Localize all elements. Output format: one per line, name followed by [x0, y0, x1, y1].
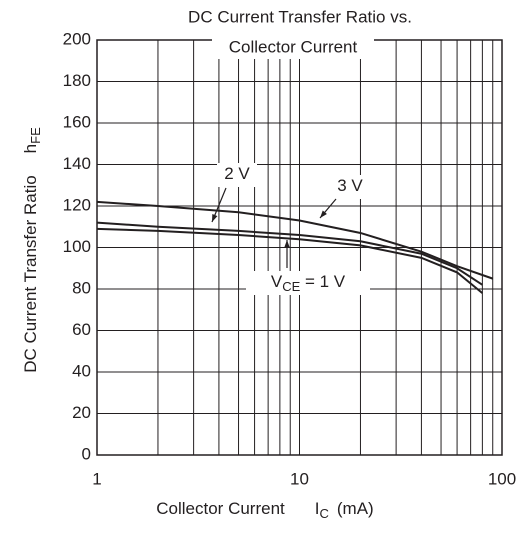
series-name: 3 V — [337, 176, 363, 195]
y-tick-label: 120 — [63, 195, 91, 214]
x-tick-label: 100 — [488, 469, 516, 488]
x-tick-label: 1 — [92, 469, 101, 488]
y-tick-label: 100 — [63, 237, 91, 256]
label-bg — [217, 163, 257, 187]
series-name: V — [271, 272, 283, 291]
arrow-head — [212, 214, 218, 222]
y-label-symbol: h — [21, 144, 40, 153]
chart-title: DC Current Transfer Ratio vs. — [188, 7, 412, 26]
series-line — [96, 221, 483, 286]
label-bg — [246, 271, 370, 295]
y-tick-label: 180 — [63, 71, 91, 90]
series-suffix: = 1 V — [300, 272, 346, 291]
y-label-sub: FE — [28, 127, 43, 144]
arrow-head — [320, 210, 327, 218]
y-tick-label: 0 — [82, 444, 91, 463]
series-sub: CE — [282, 279, 300, 294]
x-tick-label: 10 — [290, 469, 309, 488]
title-bg — [212, 37, 374, 59]
y-tick-label: 200 — [63, 29, 91, 48]
y-tick-label: 160 — [63, 112, 91, 131]
series-label: VCE = 1 V — [271, 272, 346, 294]
y-tick-label: 60 — [72, 320, 91, 339]
x-axis-label: Collector Current IC (mA) — [156, 499, 373, 521]
y-tick-label: 20 — [72, 403, 91, 422]
arrow-head — [284, 240, 290, 248]
series-label: 2 V — [224, 164, 250, 183]
y-axis-label: DC Current Transfer Ratio hFE — [21, 127, 43, 373]
label-bg — [330, 175, 370, 199]
x-label-unit: (mA) — [337, 499, 374, 518]
y-tick-label: 40 — [72, 361, 91, 380]
y-tick-label: 80 — [72, 278, 91, 297]
x-label-text: Collector Current — [156, 499, 285, 518]
series-line — [96, 227, 484, 294]
x-label-sub: C — [320, 506, 329, 521]
chart-title: Collector Current — [229, 37, 358, 56]
y-label-text: DC Current Transfer Ratio — [21, 175, 40, 372]
x-label-symbol: I — [315, 499, 320, 518]
series-name: 2 V — [224, 164, 250, 183]
y-tick-label: 140 — [63, 154, 91, 173]
series-line — [96, 200, 494, 280]
series-label: 3 V — [337, 176, 363, 195]
